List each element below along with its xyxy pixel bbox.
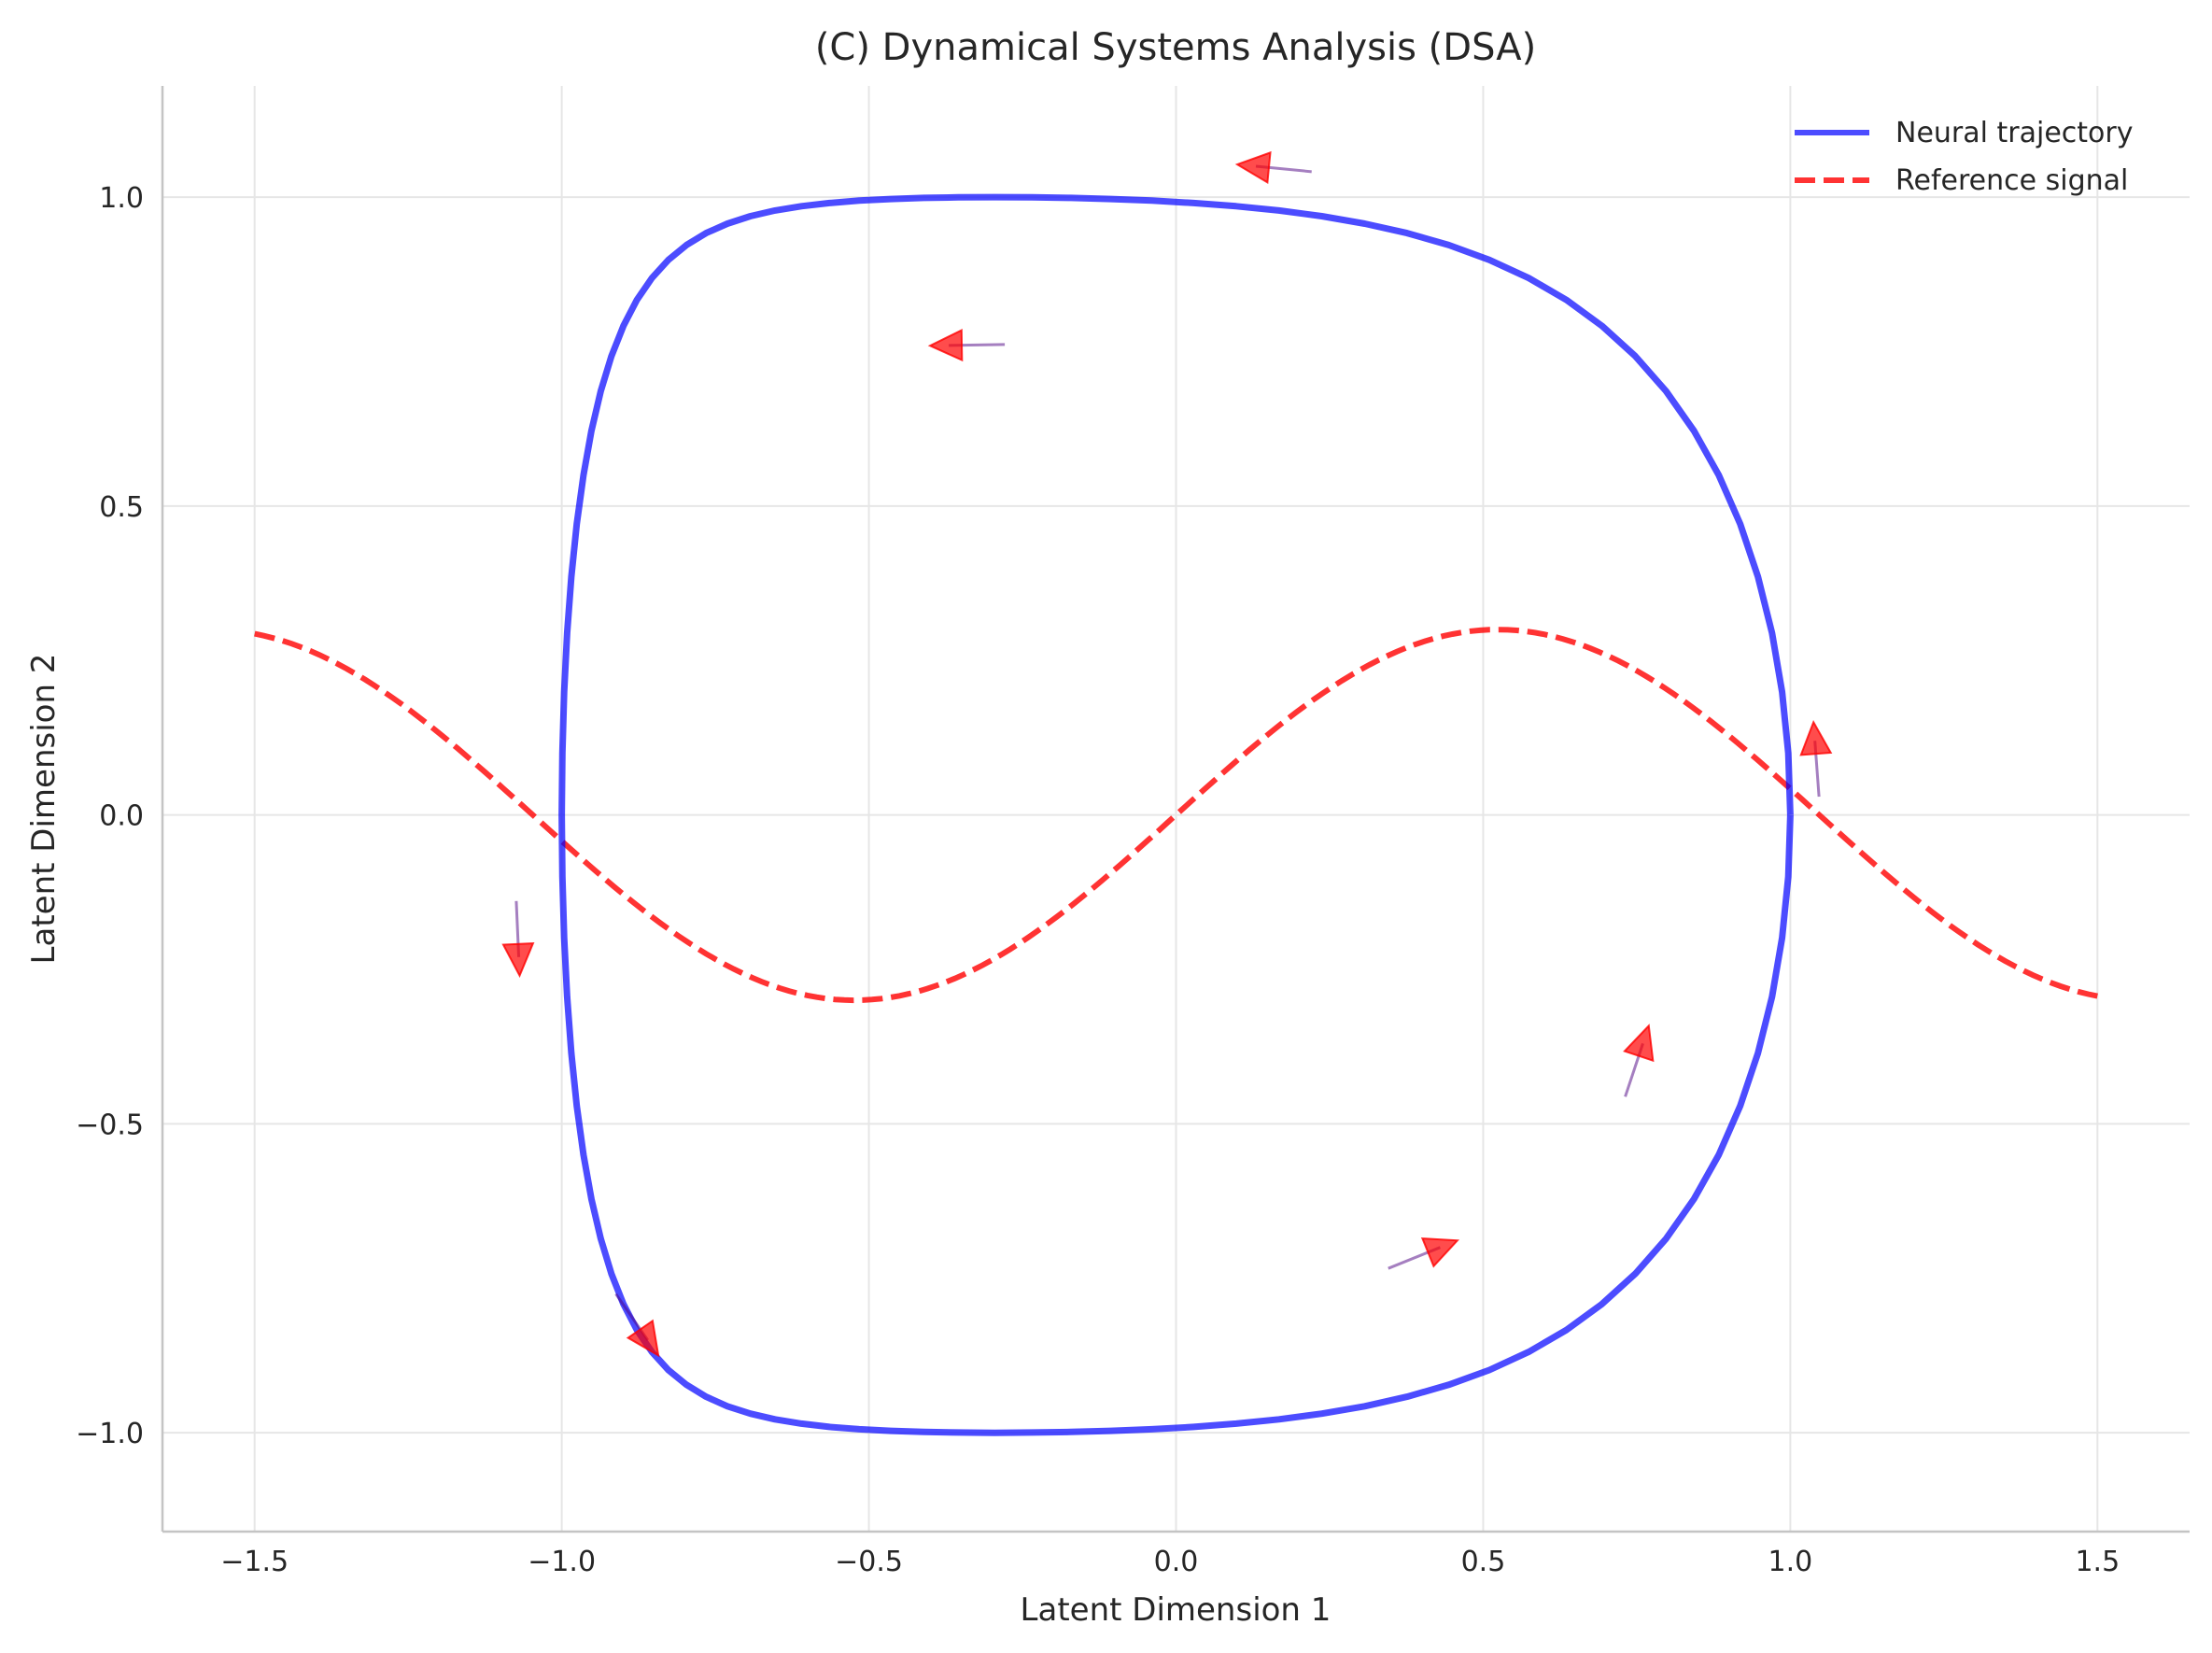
x-tick-label: 1.0 <box>1768 1546 1813 1578</box>
x-tick-label: −1.5 <box>220 1546 289 1578</box>
y-tick-label: 0.5 <box>99 491 144 524</box>
direction-arrow-marker <box>1623 1024 1655 1063</box>
grid-lines <box>162 86 2190 1532</box>
x-tick-label: −0.5 <box>835 1546 903 1578</box>
legend: Neural trajectory Reference signal <box>1795 117 2133 197</box>
arrow-markers <box>501 150 1833 1358</box>
y-tick-label: −0.5 <box>76 1109 144 1141</box>
neural-trajectory-line <box>558 193 1794 1436</box>
y-tick-label: −1.0 <box>76 1418 144 1450</box>
legend-label-reference-signal: Reference signal <box>1895 164 2128 197</box>
y-tick-label: 0.0 <box>99 800 144 833</box>
direction-arrow-marker <box>501 942 535 979</box>
x-axis-label: Latent Dimension 1 <box>1021 1591 1331 1629</box>
plot-area <box>254 193 2098 1436</box>
x-ticks: −1.5 −1.0 −0.5 0.0 0.5 1.0 1.5 <box>220 1546 2120 1578</box>
y-tick-label: 1.0 <box>99 182 144 215</box>
x-tick-label: −1.0 <box>528 1546 596 1578</box>
direction-arrow-marker <box>1799 719 1833 756</box>
y-ticks: −1.0 −0.5 0.0 0.5 1.0 <box>76 182 144 1450</box>
y-axis-label: Latent Dimension 2 <box>25 654 63 965</box>
chart-title: (C) Dynamical Systems Analysis (DSA) <box>815 26 1536 69</box>
x-tick-label: 0.5 <box>1461 1546 1506 1578</box>
x-tick-label: 1.5 <box>2075 1546 2120 1578</box>
direction-arrow-marker <box>1420 1237 1460 1268</box>
direction-arrow-marker <box>626 1319 660 1358</box>
legend-label-neural-trajectory: Neural trajectory <box>1895 117 2133 149</box>
direction-arrow-marker <box>1234 150 1272 184</box>
direction-arrow-marker <box>927 329 964 362</box>
x-tick-label: 0.0 <box>1154 1546 1199 1578</box>
